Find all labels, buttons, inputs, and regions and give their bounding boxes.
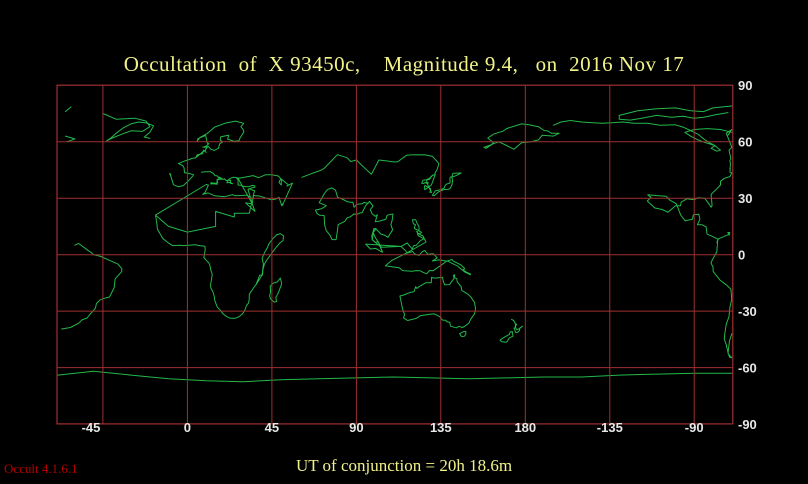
svg-text:60: 60 xyxy=(738,135,752,150)
svg-text:0: 0 xyxy=(738,248,745,263)
svg-text:-60: -60 xyxy=(738,361,757,376)
svg-text:-90: -90 xyxy=(685,420,704,435)
svg-text:-30: -30 xyxy=(738,304,757,319)
svg-text:0: 0 xyxy=(184,420,191,435)
svg-text:30: 30 xyxy=(738,191,752,206)
svg-text:45: 45 xyxy=(265,420,279,435)
svg-text:180: 180 xyxy=(514,420,536,435)
svg-text:90: 90 xyxy=(349,420,363,435)
svg-text:-135: -135 xyxy=(597,420,623,435)
svg-text:90: 90 xyxy=(738,78,752,93)
svg-text:-45: -45 xyxy=(82,420,101,435)
svg-text:135: 135 xyxy=(430,420,452,435)
svg-text:-90: -90 xyxy=(738,417,757,432)
